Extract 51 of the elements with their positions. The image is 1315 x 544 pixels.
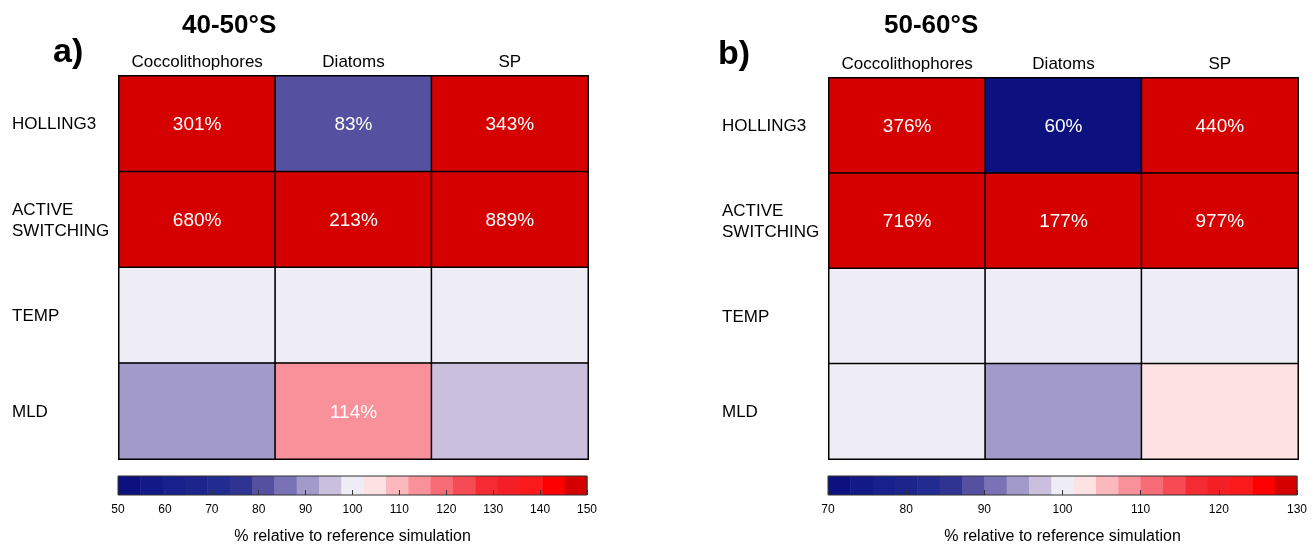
- data-label: 60%: [1044, 115, 1083, 137]
- x-tick-label: SP: [498, 52, 522, 71]
- color-bar-label: 60: [158, 502, 172, 516]
- data-label: 213%: [329, 209, 378, 231]
- data-label: 83%: [334, 113, 373, 135]
- color-bar-label: 80: [252, 502, 266, 516]
- data-label: 440%: [1195, 115, 1245, 137]
- data-label: 177%: [1039, 210, 1088, 232]
- color-bar-label: 140: [530, 502, 551, 516]
- data-label: 376%: [882, 115, 932, 137]
- data-label: 114%: [329, 400, 378, 422]
- y-tick-label: HOLLING3: [12, 114, 97, 134]
- color-bar-label: 110: [389, 502, 410, 516]
- color-bar-label: 120: [436, 502, 457, 516]
- color-bar-label: 70: [821, 502, 835, 516]
- x-tick-label: Coccolithophores: [841, 54, 973, 73]
- data-label: 977%: [1195, 210, 1245, 232]
- data-label: 716%: [882, 210, 932, 232]
- color-bar-label: 80: [899, 502, 914, 516]
- y-tick-label: HOLLING3: [722, 116, 807, 136]
- color-bar-title: % relative to reference simulation: [234, 526, 471, 544]
- data-label: 343%: [485, 113, 535, 135]
- text: a): [53, 31, 84, 69]
- x-tick-label: Diatoms: [1032, 54, 1095, 73]
- chart-title: 50-60°S: [884, 9, 979, 39]
- color-bar-label: 130: [1286, 502, 1308, 516]
- color-bar-label: 150: [576, 502, 598, 516]
- data-label: 889%: [485, 209, 535, 231]
- color-bar-label: 120: [1208, 502, 1230, 516]
- y-tick-label: MLD: [12, 401, 48, 421]
- text: b): [718, 33, 751, 71]
- y-tick-label: TEMP: [12, 305, 60, 325]
- x-tick-label: SP: [1208, 54, 1232, 73]
- color-bar-label: 90: [298, 502, 313, 516]
- color-bar-title: % relative to reference simulation: [944, 526, 1181, 544]
- color-bar-label: 100: [342, 502, 363, 516]
- color-bar-label: 50: [111, 502, 125, 516]
- y-tick-label: ACTIVE SWITCHING: [12, 199, 110, 240]
- y-tick-label: TEMP: [722, 306, 770, 326]
- x-tick-label: Coccolithophores: [131, 52, 263, 71]
- x-tick-label: Diatoms: [322, 52, 385, 71]
- data-label: 680%: [172, 209, 222, 231]
- color-bar-label: 100: [1052, 502, 1073, 516]
- color-bar-label: 110: [1131, 502, 1151, 516]
- color-bar-label: 90: [977, 502, 992, 516]
- data-label: 301%: [172, 113, 222, 135]
- chart-title: 40-50°S: [182, 9, 277, 39]
- y-tick-label: MLD: [722, 401, 758, 421]
- color-bar-label: 70: [205, 502, 219, 516]
- color-bar-label: 130: [483, 502, 504, 516]
- y-tick-label: ACTIVE SWITCHING: [722, 200, 820, 241]
